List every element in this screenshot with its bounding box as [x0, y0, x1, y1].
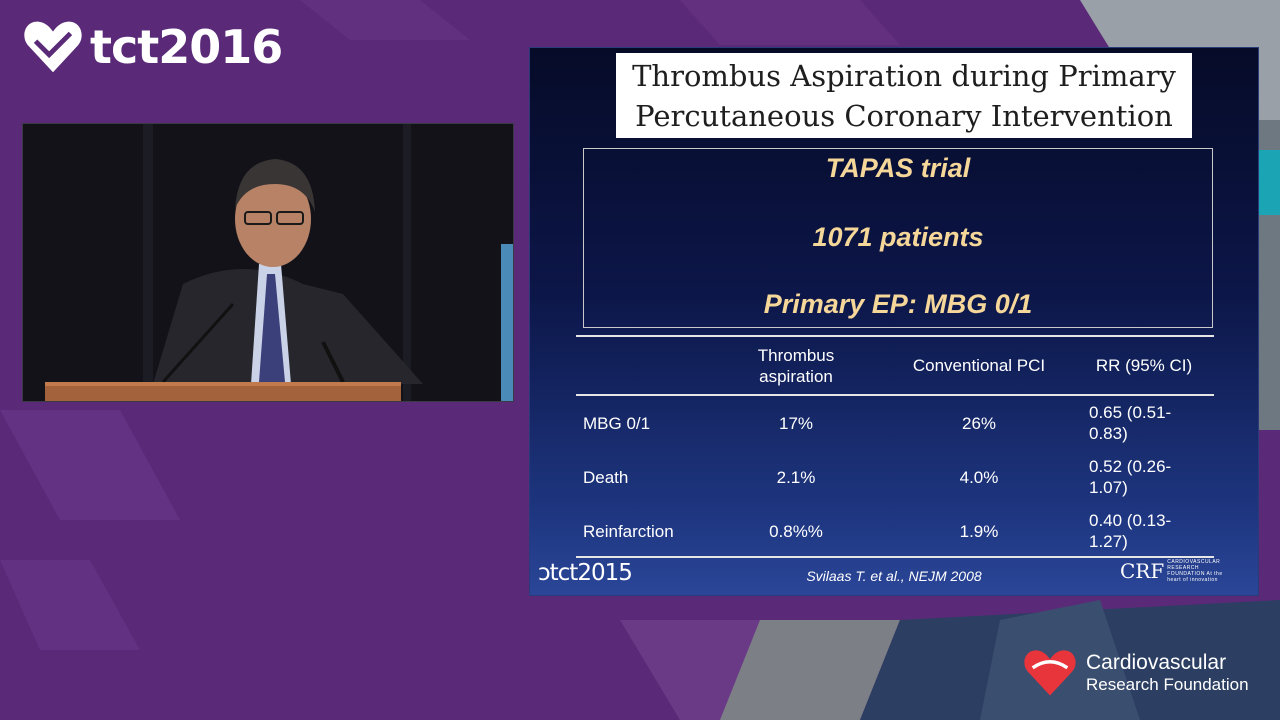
- row-death-label: Death: [583, 468, 629, 487]
- speaker-video[interactable]: [22, 123, 514, 402]
- slide-title-line2: Percutaneous Coronary Intervention: [635, 99, 1173, 133]
- row-reinfarction-conventional: 1.9%: [959, 522, 999, 541]
- row-reinfarction-rr: 0.40 (0.13-1.27): [1089, 511, 1172, 551]
- header-thrombus-aspiration: Thrombus aspiration: [757, 346, 835, 386]
- event-logo: tct2016: [22, 16, 283, 78]
- table-header-rule: [576, 394, 1214, 396]
- row-mbg-rr: 0.65 (0.51-0.83): [1089, 403, 1172, 443]
- sponsor-line1: Cardiovascular: [1086, 651, 1227, 674]
- slide-title: Thrombus Aspiration during Primary Percu…: [616, 53, 1192, 138]
- header-conventional-pci: Conventional PCI: [912, 356, 1046, 375]
- row-death-conventional: 4.0%: [959, 468, 999, 487]
- table-bottom-rule: [576, 556, 1214, 558]
- row-mbg-conventional: 26%: [961, 414, 997, 433]
- sponsor-logo-text: Cardiovascular Research Foundation: [1086, 651, 1249, 695]
- citation: Svilaas T. et al., NEJM 2008: [806, 568, 982, 584]
- trial-info-box: TAPAS trial 1071 patients Primary EP: MB…: [583, 148, 1213, 328]
- row-mbg-label: MBG 0/1: [583, 414, 651, 433]
- header-rr: RR (95% CI): [1095, 356, 1193, 375]
- crf-slide-logo: CRF CARDIOVASCULAR RESEARCH FOUNDATION A…: [1120, 559, 1237, 583]
- crf-logo-text: CRF: [1120, 559, 1165, 583]
- table-top-rule: [576, 335, 1214, 337]
- row-death-rr: 0.52 (0.26-1.07): [1089, 457, 1172, 497]
- slide-title-line1: Thrombus Aspiration during Primary: [632, 59, 1176, 93]
- heart-icon: [24, 21, 82, 73]
- heart-icon: [1024, 650, 1076, 696]
- crf-logo-subtext: CARDIOVASCULAR RESEARCH FOUNDATION At th…: [1167, 559, 1223, 583]
- row-mbg-thrombus: 17%: [778, 414, 814, 433]
- tct2015-logo: ↄtct2015: [538, 560, 633, 586]
- sponsor-logo: Cardiovascular Research Foundation: [1022, 647, 1249, 699]
- tct2015-logo-text: tct2015: [549, 560, 633, 586]
- speaker-illustration: [23, 124, 513, 401]
- sponsor-line2: Research Foundation: [1086, 675, 1249, 694]
- primary-endpoint: Primary EP: MBG 0/1: [763, 289, 1033, 319]
- patient-count: 1071 patients: [812, 222, 984, 252]
- presentation-slide: Thrombus Aspiration during Primary Percu…: [529, 47, 1259, 596]
- row-reinfarction-thrombus: 0.8%%: [769, 522, 823, 541]
- trial-name: TAPAS trial: [825, 153, 971, 183]
- row-death-thrombus: 2.1%: [776, 468, 816, 487]
- swirl-icon: ↄ: [538, 560, 551, 586]
- row-reinfarction-label: Reinfarction: [583, 522, 674, 541]
- event-logo-text: tct2016: [90, 20, 283, 74]
